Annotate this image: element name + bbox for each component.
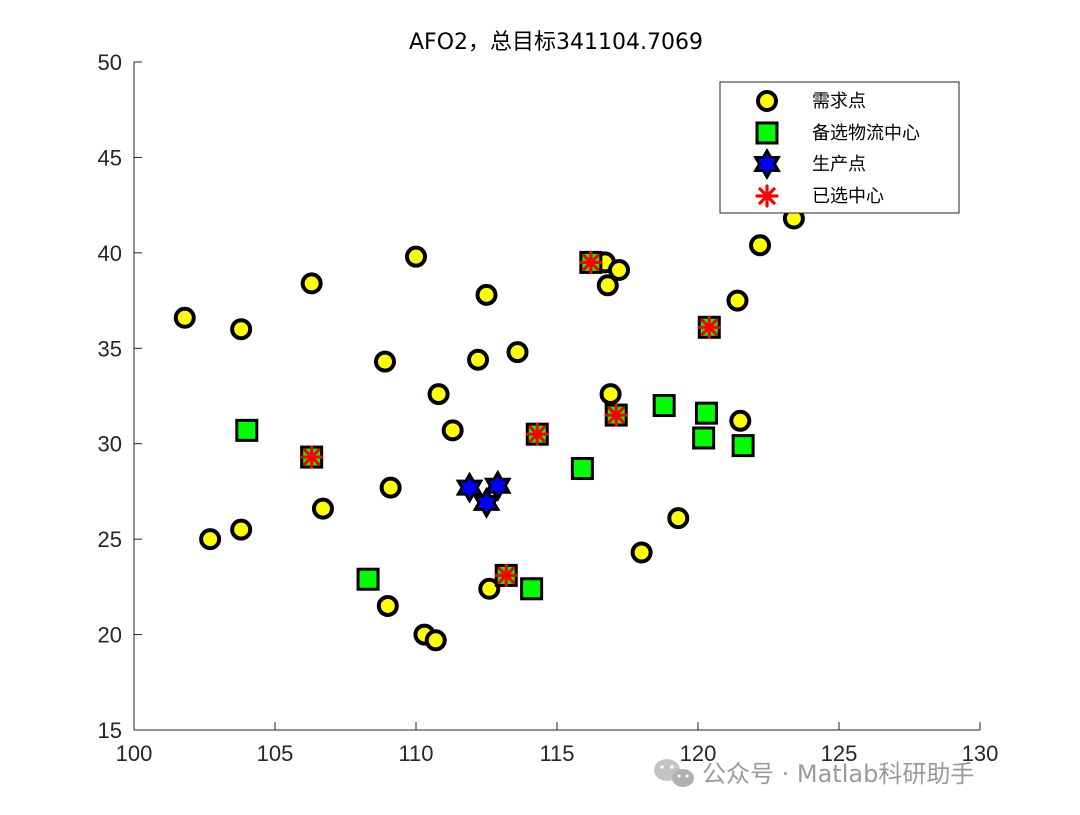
demand-point — [311, 497, 334, 520]
production-point — [455, 471, 484, 504]
demand-point — [749, 234, 772, 257]
y-tick-label: 30 — [98, 432, 122, 457]
legend-label-candidate: 备选物流中心 — [812, 123, 920, 144]
series-selected-center — [300, 250, 721, 588]
candidate-center — [692, 426, 716, 450]
demand-point — [373, 350, 396, 373]
demand-point — [300, 272, 323, 295]
demand-point — [478, 577, 501, 600]
demand-point — [667, 507, 690, 530]
y-tick-label: 50 — [98, 50, 122, 75]
legend-label-demand: 需求点 — [812, 91, 866, 112]
legend-marker-candidate-center — [755, 121, 779, 145]
y-tick-label: 35 — [98, 336, 122, 361]
demand-point — [596, 274, 619, 297]
demand-point — [608, 259, 631, 282]
candidate-center — [235, 418, 259, 442]
legend-entry-demand: 需求点 — [756, 90, 866, 112]
legend-symbol-hexagram — [753, 147, 781, 181]
demand-point — [475, 283, 498, 306]
demand-point — [230, 318, 253, 341]
selected-center — [494, 563, 518, 588]
selected-center — [300, 445, 324, 469]
legend-entry-production: 生产点 — [753, 147, 866, 181]
legend-label-production: 生产点 — [812, 154, 866, 175]
wechat-icon — [654, 759, 694, 787]
candidate-center — [570, 457, 594, 481]
y-tick-label: 20 — [98, 623, 122, 648]
demand-point — [427, 383, 450, 406]
legend-marker-production-point — [753, 147, 781, 181]
x-tick-label: 115 — [539, 741, 574, 766]
x-tick-label: 130 — [962, 741, 999, 766]
demand-point — [726, 289, 749, 312]
x-tick-label: 125 — [821, 741, 858, 766]
series-candidate-center — [235, 250, 755, 601]
production-point — [472, 486, 501, 519]
legend-label-selected: 已选中心 — [812, 186, 884, 207]
demand-point — [199, 528, 222, 551]
selected-center — [525, 422, 549, 446]
legend-symbol-asterisk — [755, 184, 779, 208]
legend-entry-candidate: 备选物流中心 — [755, 121, 920, 145]
demand-point — [467, 348, 490, 371]
demand-point — [441, 419, 464, 442]
candidate-center — [694, 401, 718, 425]
demand-point — [630, 541, 653, 564]
demand-point — [424, 629, 447, 652]
x-tick-label: 105 — [257, 741, 294, 766]
candidate-center — [731, 434, 755, 458]
x-tick-label: 100 — [116, 741, 153, 766]
demand-point — [230, 518, 253, 541]
watermark: 公众号 · Matlab科研助手 — [654, 759, 974, 788]
candidate-center — [520, 577, 544, 601]
demand-point — [376, 594, 399, 617]
legend-symbol-circle — [756, 90, 778, 112]
y-tick-label: 45 — [98, 145, 122, 170]
x-tick-label: 120 — [680, 741, 717, 766]
x-tick-label: 110 — [398, 741, 433, 766]
demand-point — [379, 476, 402, 499]
demand-point — [173, 306, 196, 329]
candidate-center — [652, 394, 676, 418]
series-production-point — [455, 469, 512, 519]
watermark-text: 公众号 · Matlab科研助手 — [702, 760, 974, 788]
selected-center — [604, 403, 628, 427]
axes: 100 105 110 115 120 125 130 15 20 25 30 35 40 45 50 — [98, 50, 999, 766]
selected-center — [579, 250, 603, 274]
y-tick-label: 15 — [98, 718, 122, 743]
legend-marker-demand-point — [756, 90, 778, 112]
selected-center — [697, 315, 721, 339]
chart-title: AFO2，总目标341104.7069 — [409, 30, 703, 55]
legend: 需求点 备选物流中心 生产点 已选中心 — [719, 81, 960, 214]
y-tick-label: 40 — [98, 241, 122, 266]
series-demand-point — [173, 207, 805, 652]
demand-point — [405, 245, 427, 268]
demand-point — [729, 409, 752, 432]
y-tick-label: 25 — [98, 527, 122, 552]
legend-entry-selected: 已选中心 — [755, 184, 884, 208]
candidate-center — [356, 567, 380, 591]
legend-marker-selected-center — [755, 184, 779, 208]
legend-symbol-square — [755, 121, 779, 145]
demand-point — [506, 341, 529, 364]
demand-point — [599, 383, 622, 406]
data-markers — [173, 207, 805, 652]
